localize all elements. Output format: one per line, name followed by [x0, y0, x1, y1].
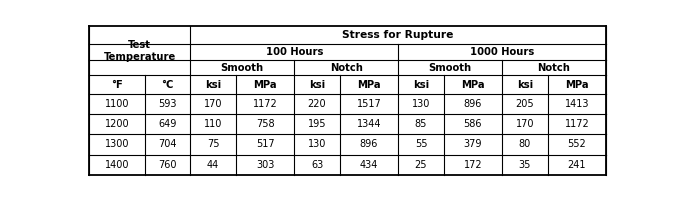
Text: 205: 205	[515, 99, 534, 109]
Text: 25: 25	[415, 160, 427, 170]
Text: 220: 220	[308, 99, 326, 109]
Text: Notch: Notch	[538, 63, 570, 73]
Text: MPa: MPa	[254, 80, 277, 90]
Text: 1200: 1200	[104, 119, 129, 129]
Text: 593: 593	[158, 99, 177, 109]
Text: 1000 Hours: 1000 Hours	[470, 47, 534, 57]
Text: 1172: 1172	[253, 99, 277, 109]
Text: 704: 704	[158, 139, 177, 149]
Text: 241: 241	[567, 160, 586, 170]
Text: 434: 434	[360, 160, 378, 170]
Text: ksi: ksi	[413, 80, 429, 90]
Text: 649: 649	[159, 119, 177, 129]
Text: 100 Hours: 100 Hours	[266, 47, 323, 57]
Text: 896: 896	[360, 139, 378, 149]
Text: 195: 195	[308, 119, 326, 129]
Text: ksi: ksi	[517, 80, 533, 90]
Text: 517: 517	[256, 139, 275, 149]
Text: 130: 130	[412, 99, 430, 109]
Text: Smooth: Smooth	[428, 63, 472, 73]
Text: 35: 35	[519, 160, 531, 170]
Text: Test
Temperature: Test Temperature	[104, 40, 176, 62]
Text: 85: 85	[415, 119, 427, 129]
Text: ksi: ksi	[309, 80, 325, 90]
Text: 110: 110	[204, 119, 222, 129]
Text: 172: 172	[464, 160, 482, 170]
Text: 1344: 1344	[357, 119, 381, 129]
Text: MPa: MPa	[357, 80, 381, 90]
Text: MPa: MPa	[565, 80, 589, 90]
Text: 552: 552	[567, 139, 586, 149]
Text: 1100: 1100	[104, 99, 129, 109]
Text: 55: 55	[415, 139, 427, 149]
Text: 1400: 1400	[104, 160, 129, 170]
Text: 379: 379	[464, 139, 482, 149]
Text: 75: 75	[207, 139, 220, 149]
Text: 63: 63	[311, 160, 323, 170]
Text: °C: °C	[161, 80, 174, 90]
Text: Stress for Rupture: Stress for Rupture	[342, 30, 454, 40]
Text: Notch: Notch	[330, 63, 363, 73]
Text: 1517: 1517	[357, 99, 382, 109]
Text: 1172: 1172	[565, 119, 589, 129]
Text: 758: 758	[256, 119, 275, 129]
Text: 44: 44	[207, 160, 219, 170]
Text: MPa: MPa	[461, 80, 485, 90]
Text: ksi: ksi	[205, 80, 221, 90]
Text: 170: 170	[204, 99, 222, 109]
Text: 586: 586	[464, 119, 482, 129]
Text: 80: 80	[519, 139, 531, 149]
Text: 760: 760	[158, 160, 177, 170]
Text: °F: °F	[111, 80, 123, 90]
Text: Smooth: Smooth	[221, 63, 264, 73]
Text: 170: 170	[516, 119, 534, 129]
Text: 303: 303	[256, 160, 275, 170]
Text: 1300: 1300	[104, 139, 129, 149]
Text: 896: 896	[464, 99, 482, 109]
Text: 130: 130	[308, 139, 326, 149]
Text: 1413: 1413	[565, 99, 589, 109]
